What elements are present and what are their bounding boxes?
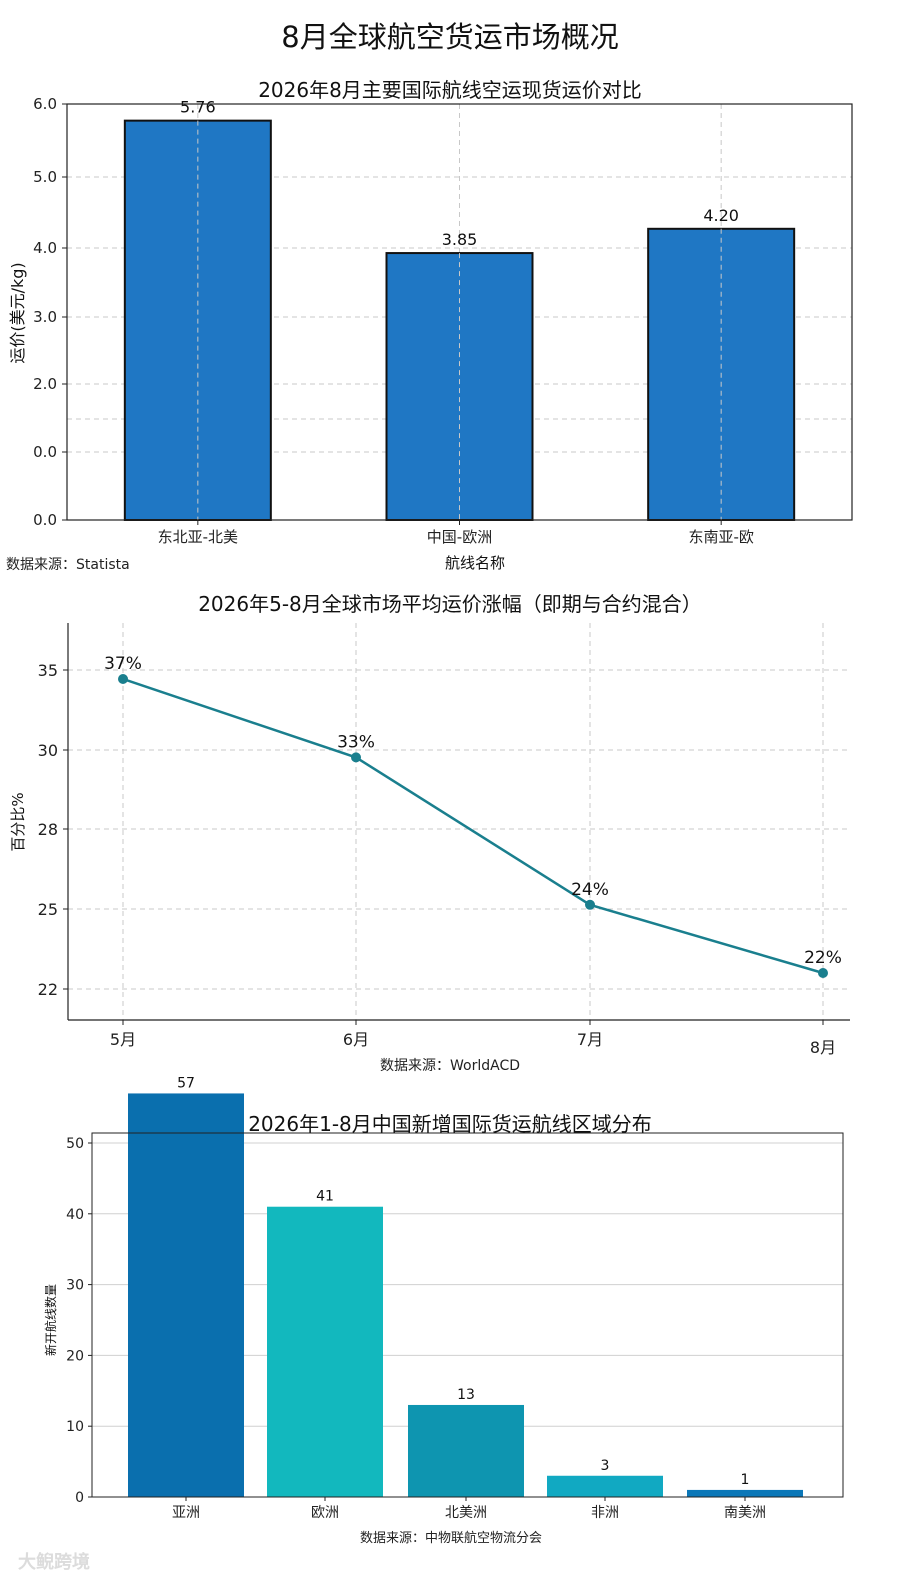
- chart2-data-label: 33%: [337, 732, 375, 752]
- chart3-y-tick-label: 0: [75, 1490, 84, 1506]
- chart3-data-label: 13: [457, 1387, 475, 1403]
- chart3-data-label: 3: [601, 1458, 610, 1474]
- chart1-data-label: 5.76: [180, 98, 216, 117]
- chart2-source: 数据来源：WorldACD: [380, 1058, 521, 1074]
- chart3-bar: [547, 1475, 663, 1497]
- chart3-source: 数据来源：中物联航空物流分会: [360, 1531, 543, 1546]
- chart1-source: 数据来源：Statista: [6, 557, 130, 573]
- chart2-data-label: 22%: [804, 948, 842, 968]
- chart3-bar: [128, 1093, 244, 1497]
- chart1-x-axis-label: 航线名称: [445, 554, 505, 572]
- chart3-bar: [408, 1404, 524, 1497]
- chart2-y-tick-label: 22: [38, 980, 58, 999]
- chart3-y-tick-label: 40: [66, 1207, 84, 1223]
- chart1-x-tick-label: 东北亚-北美: [158, 528, 238, 546]
- chart2-title: 2026年5-8月全球市场平均运价涨幅（即期与合约混合）: [198, 592, 702, 616]
- chart2-price-increase: 百分比% 22 25 28 30 35 37% 33% 24% 22% 5月 6月 7月 8月: [9, 623, 850, 1057]
- chart3-y-tick-label: 10: [66, 1419, 84, 1435]
- chart3-y-tick-label: 20: [66, 1348, 84, 1364]
- chart3-x-tick-label: 北美洲: [445, 1505, 487, 1521]
- chart2-point: [585, 899, 595, 910]
- chart2-point: [351, 752, 361, 763]
- chart2-y-tick-label: 28: [38, 820, 58, 839]
- chart3-data-label: 41: [316, 1189, 334, 1205]
- chart3-bar: [267, 1206, 383, 1497]
- page-title: 8月全球航空货运市场概况: [281, 20, 619, 54]
- chart1-bar: [385, 252, 534, 521]
- chart2-data-label: 37%: [104, 654, 142, 674]
- chart3-data-label: 57: [177, 1075, 195, 1091]
- chart3-frame: [91, 1132, 844, 1498]
- chart3-y-tick-label: 50: [66, 1136, 84, 1152]
- chart2-y-axis-label: 百分比%: [9, 792, 27, 851]
- chart1-y-tick-label: 5.0: [33, 168, 57, 186]
- chart1-frame: [66, 103, 853, 521]
- chart1-y-axis-label: 运价(美元/kg): [8, 262, 27, 363]
- chart1-x-tick-label: 中国-欧洲: [427, 528, 492, 546]
- chart2-y-tick-label: 35: [38, 661, 58, 680]
- chart1-data-label: 4.20: [703, 206, 739, 225]
- chart1-y-tick-label: 0.0: [33, 511, 57, 529]
- chart2-x-tick-label: 5月: [110, 1030, 136, 1049]
- chart3-bar: [687, 1489, 803, 1497]
- chart3-x-tick-label: 欧洲: [311, 1505, 339, 1521]
- chart1-x-tick-label: 东南亚-欧: [688, 528, 753, 546]
- chart3-y-tick-label: 30: [66, 1278, 84, 1294]
- chart2-x-tick-label: 7月: [577, 1030, 603, 1049]
- chart3-title: 2026年1-8月中国新增国际货运航线区域分布: [248, 1112, 652, 1136]
- chart3-x-tick-label: 亚洲: [172, 1505, 200, 1521]
- chart1-data-label: 3.85: [442, 230, 478, 249]
- chart2-data-label: 24%: [571, 880, 609, 900]
- chart1-y-tick-label: 0.0: [33, 443, 57, 461]
- chart2-x-tick-label: 6月: [343, 1030, 369, 1049]
- chart2-y-tick-label: 30: [38, 741, 58, 760]
- chart2-y-tick-label: 25: [38, 900, 58, 919]
- chart1-y-tick-label: 4.0: [33, 239, 57, 257]
- chart2-series-line: [122, 677, 824, 975]
- chart2-point: [818, 968, 828, 978]
- chart1-route-prices: 运价(美元/kg) 航线名称 0.0 0.0 2.0 3.0 4.0 5.0 6.0 5.76…: [8, 95, 853, 572]
- chart3-y-axis-label: 新开航线数量: [43, 1284, 58, 1356]
- chart1-title: 2026年8月主要国际航线空运现货运价对比: [258, 78, 642, 102]
- chart3-x-tick-label: 非洲: [591, 1505, 619, 1521]
- chart1-y-tick-label: 6.0: [33, 95, 57, 113]
- watermark-logo: 大鲵跨境: [18, 1552, 90, 1573]
- chart2-point: [118, 674, 128, 684]
- chart3-x-tick-label: 南美洲: [724, 1505, 766, 1521]
- chart1-y-tick-label: 2.0: [33, 375, 57, 393]
- chart3-data-label: 1: [741, 1472, 750, 1488]
- chart1-y-tick-label: 3.0: [33, 308, 57, 326]
- chart2-x-tick-label: 8月: [810, 1038, 836, 1057]
